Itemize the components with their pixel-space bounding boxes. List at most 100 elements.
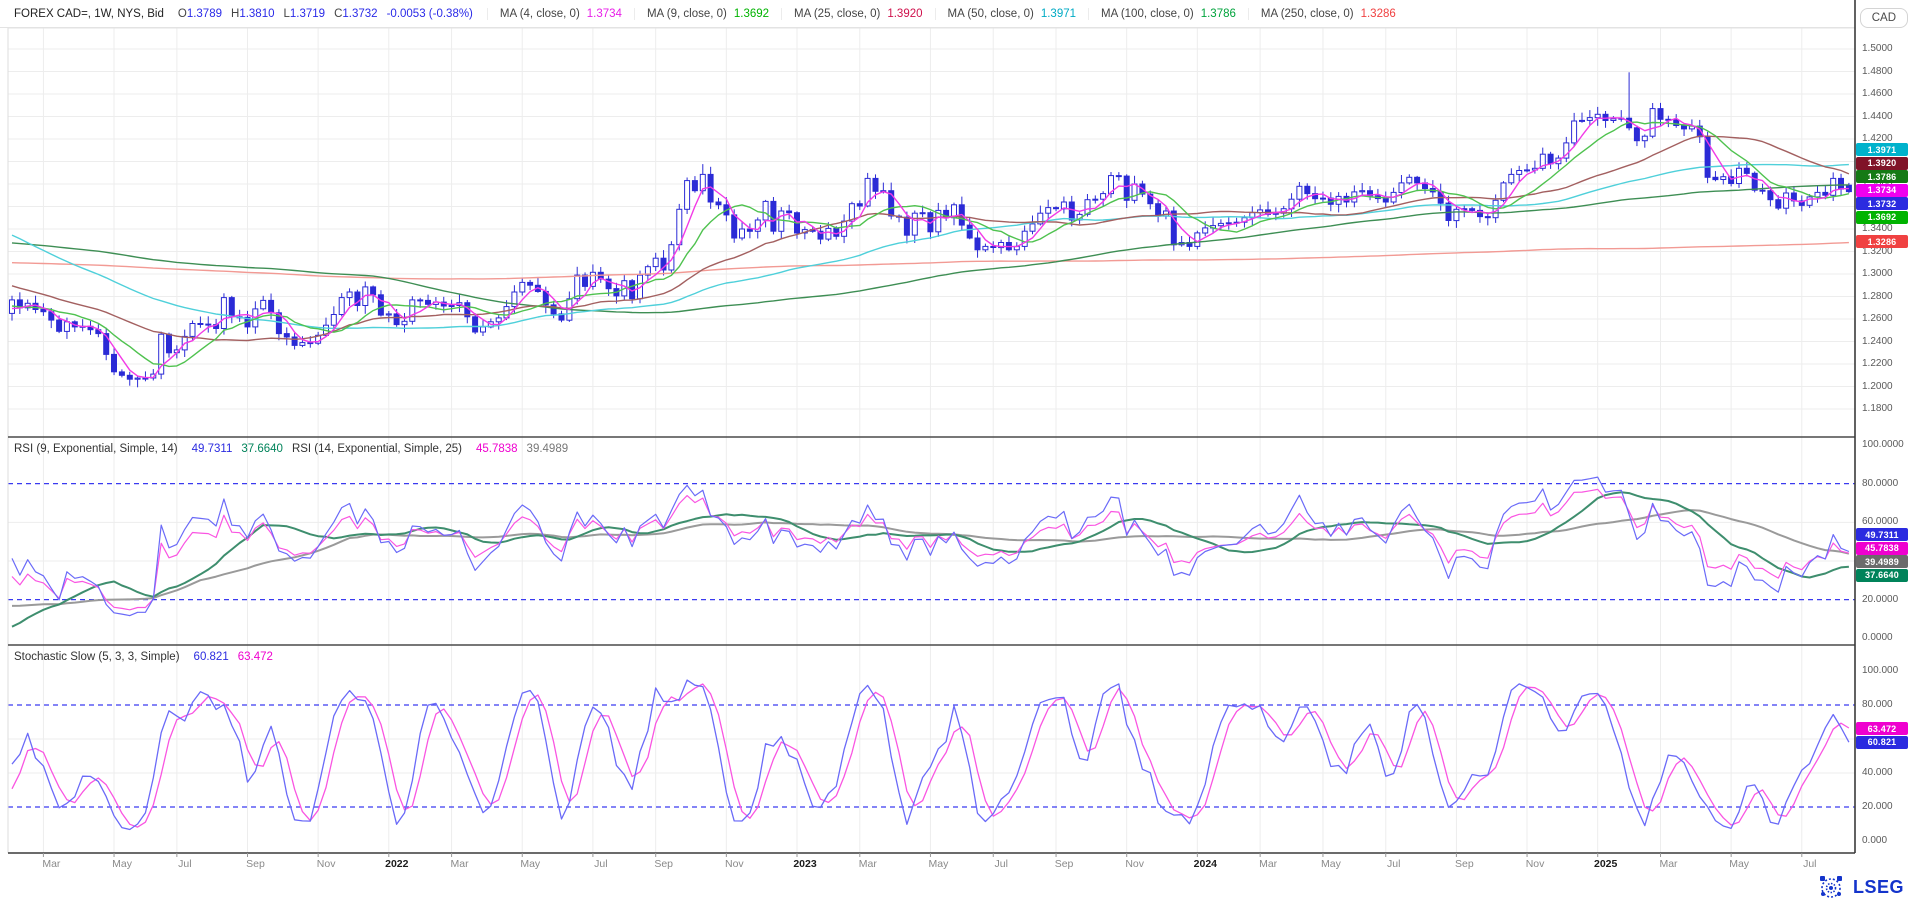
- x-axis-label[interactable]: Sep: [246, 858, 265, 870]
- quote-item: C1.3732: [334, 7, 378, 20]
- price-badge: 1.3786: [1856, 170, 1908, 184]
- x-axis-label[interactable]: Mar: [450, 858, 469, 870]
- price-badge: 45.7838: [1856, 541, 1908, 555]
- price-badge: 37.6640: [1856, 568, 1908, 582]
- stoch-axis-tick-label[interactable]: 0.000: [1862, 835, 1888, 846]
- x-axis-label[interactable]: Sep: [1455, 858, 1474, 870]
- instrument-tab-cad[interactable]: CAD: [1859, 8, 1908, 28]
- x-axis-label[interactable]: Jul: [1387, 858, 1401, 870]
- rsi-axis-tick-label[interactable]: 20.0000: [1862, 593, 1899, 605]
- legend-value[interactable]: 37.6640: [241, 443, 283, 455]
- price-badge: 1.3920: [1856, 156, 1908, 170]
- price-axis-tick-label[interactable]: 1.2400: [1862, 335, 1893, 347]
- price-badge: 1.3734: [1856, 183, 1908, 197]
- ma-overlay-line: [11, 184, 1849, 314]
- price-axis-tick-label[interactable]: 1.4800: [1862, 65, 1893, 77]
- rsi-axis-tick-label[interactable]: 80.0000: [1862, 477, 1899, 489]
- x-axis-label[interactable]: May: [1729, 858, 1750, 870]
- price-axis-tick-label[interactable]: 1.1800: [1862, 403, 1893, 414]
- x-axis-label[interactable]: Jul: [1803, 858, 1817, 870]
- lseg-logo: LSEG: [1816, 874, 1904, 900]
- price-axis-tick-label[interactable]: 1.2600: [1862, 313, 1893, 324]
- x-axis-label[interactable]: Nov: [1525, 858, 1545, 870]
- lseg-logo-text: LSEG: [1852, 876, 1904, 897]
- x-axis-label[interactable]: Mar: [858, 858, 877, 870]
- symbol-title[interactable]: FOREX CAD=, 1W, NYS, Bid: [14, 7, 164, 20]
- x-axis-label[interactable]: Mar: [42, 858, 61, 870]
- ma-legend-item[interactable]: MA (100, close, 0) 1.3786: [1088, 7, 1248, 20]
- x-axis-label[interactable]: 2022: [385, 858, 409, 870]
- x-axis-label[interactable]: Nov: [1125, 858, 1145, 870]
- x-axis-label[interactable]: May: [928, 858, 949, 870]
- x-axis-label[interactable]: May: [520, 858, 541, 870]
- stoch-axis-tick-label[interactable]: 80.000: [1862, 699, 1893, 710]
- rsi-axis-tick-label[interactable]: 0.0000: [1862, 632, 1893, 644]
- price-axis-tick-label[interactable]: 1.2800: [1862, 290, 1893, 302]
- price-badge: 63.472: [1856, 722, 1908, 736]
- ma-overlay-line: [11, 135, 1850, 342]
- price-axis-tick-label[interactable]: 1.4600: [1862, 88, 1893, 99]
- x-axis-label[interactable]: 2024: [1193, 858, 1218, 870]
- price-badge: 1.3732: [1856, 197, 1908, 211]
- lseg-crest-icon: [1819, 876, 1842, 898]
- legend-value[interactable]: 63.472: [237, 651, 273, 663]
- x-axis-label[interactable]: Mar: [1259, 858, 1278, 870]
- x-axis-label[interactable]: Nov: [725, 858, 744, 870]
- x-axis-label[interactable]: Jul: [594, 858, 608, 870]
- ma-legend-item[interactable]: MA (9, close, 0) 1.3692: [633, 7, 781, 20]
- chart-header: FOREX CAD=, 1W, NYS, Bid O1.3789 H1.3810 L…: [0, 0, 1855, 28]
- ma-legend-item[interactable]: MA (4, close, 0) 1.3734: [486, 7, 634, 20]
- legend-value[interactable]: 60.821: [193, 651, 229, 663]
- rsi14-sma-line: [11, 509, 1850, 607]
- quote-item: O1.3789: [177, 7, 222, 20]
- legend-value[interactable]: 45.7838: [475, 443, 518, 455]
- ma-legend-item[interactable]: MA (25, close, 0) 1.3920: [781, 7, 934, 20]
- legend-value[interactable]: 49.7311: [191, 443, 233, 455]
- x-axis-label[interactable]: May: [112, 858, 132, 870]
- ma-legend: MA (4, close, 0) 1.3734 MA (9, close, 0) 1.…: [486, 7, 1408, 20]
- x-axis-label[interactable]: 2023: [793, 858, 817, 870]
- rsi-axis-tick-label[interactable]: 100.0000: [1862, 439, 1904, 450]
- rsi9-sma-line: [11, 491, 1849, 628]
- x-axis-label[interactable]: Jul: [178, 858, 192, 870]
- legend-value[interactable]: 39.4989: [526, 443, 569, 455]
- price-axis-tick-label[interactable]: 1.3000: [1862, 268, 1893, 279]
- price-axis-tick-label[interactable]: 1.2000: [1862, 380, 1893, 392]
- legend-value[interactable]: RSI (14, Exponential, Simple, 25): [291, 443, 462, 455]
- x-axis-label[interactable]: Sep: [654, 858, 674, 870]
- ma-overlay-line: [11, 163, 1849, 330]
- candlestick-series[interactable]: [9, 72, 1852, 388]
- rsi-axis-tick-label[interactable]: 60.0000: [1862, 516, 1899, 528]
- price-axis-tick-label[interactable]: 1.2200: [1862, 358, 1893, 369]
- quote-item: -0.0053 (-0.38%): [386, 7, 473, 20]
- x-axis-label[interactable]: Sep: [1054, 858, 1074, 870]
- price-axis-tick-label[interactable]: 1.4200: [1862, 133, 1893, 144]
- stoch-axis-tick-label[interactable]: 40.000: [1862, 767, 1893, 778]
- ma-legend-item[interactable]: MA (50, close, 0) 1.3971: [934, 7, 1088, 20]
- x-axis-label[interactable]: Jul: [994, 858, 1008, 870]
- stoch-slow-d-line: [11, 683, 1850, 828]
- stoch-legend: Stochastic Slow (5, 3, 3, Simple) 60.821 6…: [14, 651, 273, 663]
- ma-legend-item[interactable]: MA (250, close, 0) 1.3286: [1247, 7, 1408, 20]
- stoch-axis-tick-label[interactable]: 100.000: [1862, 665, 1899, 676]
- x-axis-label[interactable]: Nov: [316, 858, 336, 870]
- x-axis-label[interactable]: Mar: [1659, 858, 1678, 870]
- x-axis-label[interactable]: May: [1321, 858, 1341, 870]
- price-badge: 1.3971: [1856, 143, 1908, 157]
- price-axis-tick-label[interactable]: 1.3800: [1862, 178, 1893, 189]
- price-badge: 49.7311: [1856, 528, 1908, 542]
- price-badge: 60.821: [1856, 735, 1908, 749]
- rsi9-line: [11, 476, 1850, 617]
- legend-value[interactable]: Stochastic Slow (5, 3, 3, Simple): [14, 651, 180, 663]
- legend-value[interactable]: RSI (9, Exponential, Simple, 14): [14, 443, 178, 455]
- price-axis-tick-label[interactable]: 1.3200: [1862, 245, 1893, 257]
- price-axis-tick-label[interactable]: 1.4400: [1862, 110, 1893, 122]
- price-axis-tick-label[interactable]: 1.3400: [1862, 223, 1893, 234]
- quote-values: O1.3789 H1.3810 L1.3719 C1.3732 -0.0053 (-0.…: [178, 8, 473, 20]
- rsi-legend: RSI (9, Exponential, Simple, 14) 49.7311 3…: [14, 443, 568, 455]
- price-axis-tick-label[interactable]: 1.5000: [1862, 43, 1893, 54]
- x-axis-label[interactable]: 2025: [1594, 858, 1618, 870]
- stoch-axis-tick-label[interactable]: 20.000: [1862, 801, 1893, 812]
